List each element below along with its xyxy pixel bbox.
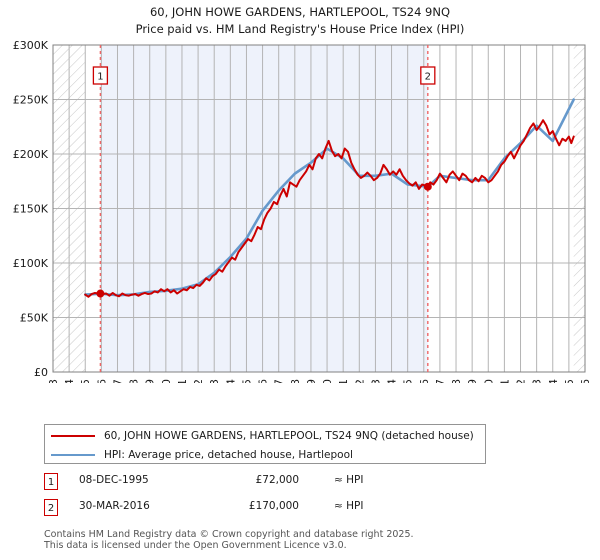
x-axis-tick-label: 2019 [466, 379, 479, 383]
x-axis-tick-label: 2017 [434, 379, 447, 383]
x-axis-tick-label: 1995 [79, 379, 92, 383]
x-axis-tick-label: 2023 [531, 379, 544, 383]
x-axis-tick-label: 1996 [95, 379, 108, 383]
x-axis-tick-label: 2001 [176, 379, 189, 383]
sale-badge-2: 2 [44, 499, 58, 516]
x-axis-tick-label: 1998 [128, 379, 141, 383]
sale-hpi-note-2: ≈ HPI [334, 500, 364, 512]
legend-swatch-hpi [51, 453, 95, 456]
price-paid-line [84, 119, 575, 298]
legend-item-hpi: HPI: Average price, detached house, Hart… [45, 445, 485, 464]
y-axis-tick-label: £100K [13, 257, 49, 270]
footer-line-copyright: Contains HM Land Registry data © Crown c… [44, 529, 414, 540]
sale-point-2 [423, 182, 432, 191]
price-history-chart: £0£50K£100K£150K£200K£250K£300K199319941… [13, 39, 592, 383]
x-axis-tick-label: 2014 [386, 379, 399, 383]
legend-swatch-price-paid [51, 434, 95, 437]
footer-line-licence: This data is licensed under the Open Gov… [44, 540, 347, 551]
y-axis-tick-label: £0 [34, 366, 48, 379]
x-axis-tick-label: 2025 [563, 379, 576, 383]
x-axis-tick-label: 1999 [144, 379, 157, 383]
x-axis-tick-label: 1994 [63, 379, 76, 383]
x-axis-tick-label: 2010 [321, 379, 334, 383]
x-axis-tick-label: 2002 [192, 379, 205, 383]
page-title: 60, JOHN HOWE GARDENS, HARTLEPOOL, TS24 … [0, 0, 600, 38]
x-axis-tick-label: 2011 [337, 379, 350, 383]
x-axis-tick-label: 2005 [240, 379, 253, 383]
y-axis-tick-label: £50K [20, 312, 49, 325]
x-axis-tick-label: 2021 [498, 379, 511, 383]
y-axis-tick-label: £300K [13, 39, 49, 52]
sale-date-1: 08-DEC-1995 [79, 474, 149, 486]
table-row: 2 30-MAR-2016 £170,000 ≈ HPI [44, 498, 464, 524]
sale-point-1 [96, 289, 105, 298]
sale-hpi-note-1: ≈ HPI [334, 474, 364, 486]
y-axis-tick-label: £250K [13, 94, 49, 107]
sale-marker-label-1: 1 [97, 72, 103, 83]
chart-area: £0£50K£100K£150K£200K£250K£300K199319941… [0, 38, 600, 383]
title-line-address: 60, JOHN HOWE GARDENS, HARTLEPOOL, TS24 … [149, 5, 451, 19]
x-axis-tick-label: 2020 [482, 379, 495, 383]
x-axis-tick-label: 2006 [257, 379, 270, 383]
x-axis-tick-label: 2024 [547, 379, 560, 383]
x-axis-tick-label: 2018 [450, 379, 463, 383]
x-axis-tick-label: 2012 [353, 379, 366, 383]
x-axis-tick-label: 1997 [111, 379, 124, 383]
y-axis-tick-label: £200K [13, 148, 49, 161]
x-axis-tick-label: 2000 [160, 379, 173, 383]
x-axis-tick-label: 2016 [418, 379, 431, 383]
legend-label-price-paid: 60, JOHN HOWE GARDENS, HARTLEPOOL, TS24 … [104, 429, 474, 442]
x-axis-tick-label: 2007 [273, 379, 286, 383]
legend-label-hpi: HPI: Average price, detached house, Hart… [104, 448, 353, 461]
sale-marker-box-1 [92, 66, 109, 85]
sale-marker-box-2 [420, 66, 436, 85]
x-axis-tick-label: 2003 [208, 379, 221, 383]
x-axis-tick-label: 2022 [515, 379, 528, 383]
table-row: 1 08-DEC-1995 £72,000 ≈ HPI [44, 472, 464, 498]
x-axis-tick-label: 2009 [305, 379, 318, 383]
sale-price-1: £72,000 [255, 474, 299, 486]
chart-legend: 60, JOHN HOWE GARDENS, HARTLEPOOL, TS24 … [44, 424, 486, 464]
x-axis-tick-label: 1993 [47, 379, 60, 383]
sale-date-2: 30-MAR-2016 [79, 500, 150, 512]
x-axis-tick-label: 2013 [369, 379, 382, 383]
sale-marker-label-2: 2 [425, 72, 431, 83]
sales-table: 1 08-DEC-1995 £72,000 ≈ HPI 2 30-MAR-201… [44, 472, 464, 524]
plot-frame [52, 44, 586, 373]
sale-price-2: £170,000 [248, 500, 299, 512]
footer-attribution: Contains HM Land Registry data © Crown c… [44, 529, 584, 551]
sale-badge-1: 1 [44, 473, 58, 490]
legend-item-price-paid: 60, JOHN HOWE GARDENS, HARTLEPOOL, TS24 … [45, 426, 485, 445]
title-line-subtitle: Price paid vs. HM Land Registry's House … [135, 22, 465, 36]
y-axis-tick-label: £150K [13, 203, 49, 216]
x-axis-tick-label: 2015 [402, 379, 415, 383]
x-axis-tick-label: 2008 [289, 379, 302, 383]
x-axis-tick-label: 2004 [224, 379, 237, 383]
x-axis-tick-label: 2026 [579, 379, 592, 383]
